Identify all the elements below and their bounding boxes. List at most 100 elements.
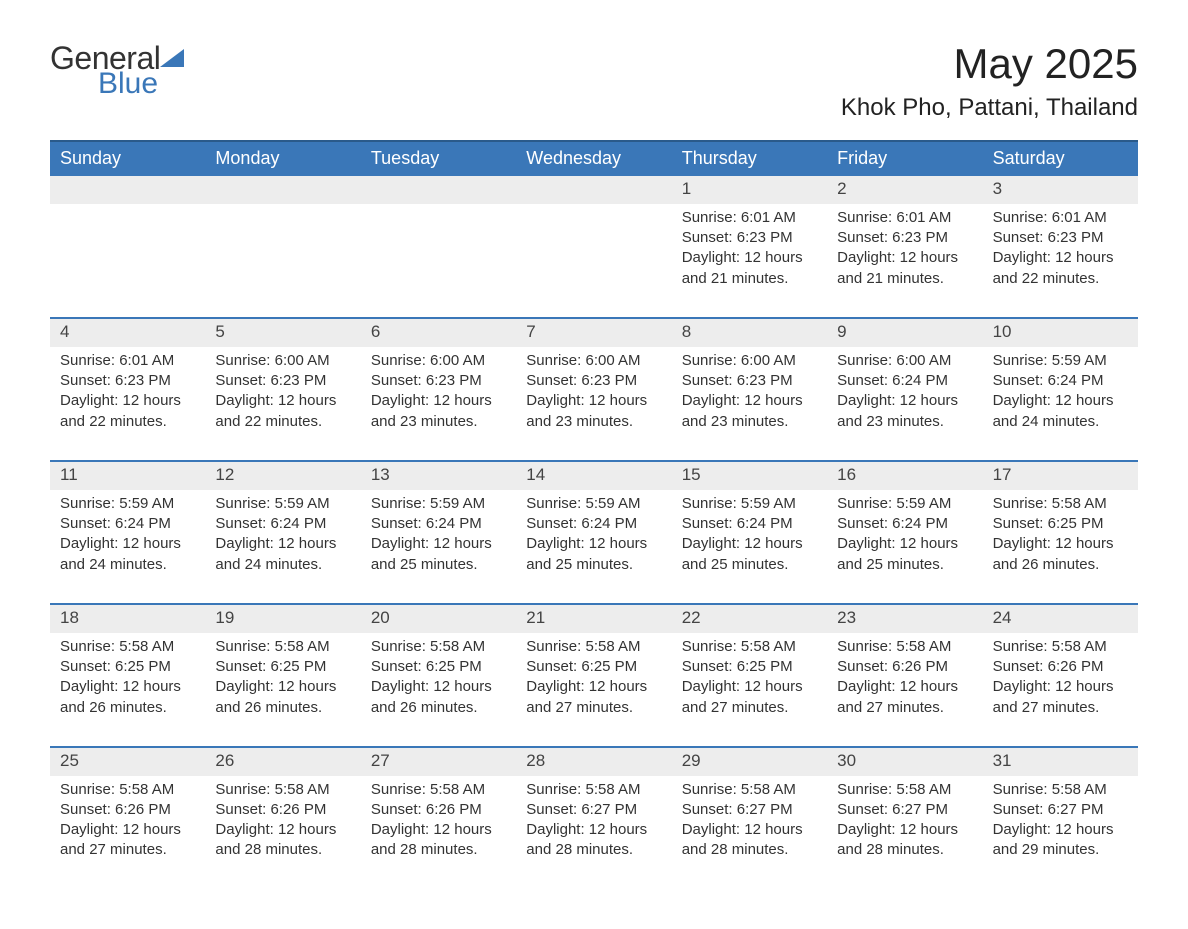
day-number: 26 [205,748,360,776]
day-cell: 7 Sunrise: 6:00 AMSunset: 6:23 PMDaylight… [516,319,671,460]
day-number: 18 [50,605,205,633]
sunset-line: Sunset: 6:23 PM [215,371,350,391]
weekday-header: Saturday [983,142,1138,176]
sunrise-line: Sunrise: 5:59 AM [215,494,350,514]
daylight-line: Daylight: 12 hours and 26 minutes. [60,677,195,718]
sunset-line: Sunset: 6:26 PM [60,800,195,820]
day-data: Sunrise: 5:58 AMSunset: 6:25 PMDaylight:… [60,637,195,718]
day-data: Sunrise: 5:58 AMSunset: 6:27 PMDaylight:… [993,780,1128,861]
day-number: 22 [672,605,827,633]
day-cell: 9Sunrise: 6:00 AMSunset: 6:24 PMDaylight… [827,319,982,460]
sunset-line: Sunset: 6:23 PM [60,371,195,391]
day-data: Sunrise: 5:59 AMSunset: 6:24 PMDaylight:… [682,494,817,575]
title-block: May 2025 Khok Pho, Pattani, Thailand [841,40,1138,122]
day-number: 28 [516,748,671,776]
sunset-line: Sunset: 6:24 PM [371,514,506,534]
sunset-line: Sunset: 6:23 PM [837,228,972,248]
day-number: 27 [361,748,516,776]
day-number: . [361,176,516,204]
day-data: Sunrise: 5:59 AMSunset: 6:24 PMDaylight:… [993,351,1128,432]
day-cell: 1Sunrise: 6:01 AMSunset: 6:23 PMDaylight… [672,176,827,317]
day-cell: 10 Sunrise: 5:59 AMSunset: 6:24 PMDayligh… [983,319,1138,460]
day-number: 7 [516,319,671,347]
day-cell: 12Sunrise: 5:59 AMSunset: 6:24 PMDayligh… [205,462,360,603]
day-cell: 2Sunrise: 6:01 AMSunset: 6:23 PMDaylight… [827,176,982,317]
day-data: Sunrise: 5:59 AMSunset: 6:24 PMDaylight:… [60,494,195,575]
day-number: 2 [827,176,982,204]
day-data: Sunrise: 5:58 AMSunset: 6:26 PMDaylight:… [837,637,972,718]
day-data: Sunrise: 6:00 AMSunset: 6:23 PMDaylight:… [371,351,506,432]
day-cell-empty: . [516,176,671,317]
day-number: 1 [672,176,827,204]
sunset-line: Sunset: 6:25 PM [526,657,661,677]
calendar-location: Khok Pho, Pattani, Thailand [841,94,1138,122]
sunset-line: Sunset: 6:24 PM [837,514,972,534]
sunrise-line: Sunrise: 6:00 AM [526,351,661,371]
daylight-line: Daylight: 12 hours and 26 minutes. [215,677,350,718]
weekday-header-row: SundayMondayTuesdayWednesdayThursdayFrid… [50,140,1138,176]
weekday-header: Friday [827,142,982,176]
day-cell: 26Sunrise: 5:58 AMSunset: 6:26 PMDayligh… [205,748,360,889]
day-data: Sunrise: 5:58 AMSunset: 6:26 PMDaylight:… [993,637,1128,718]
daylight-line: Daylight: 12 hours and 27 minutes. [837,677,972,718]
brand-triangle-icon [160,49,184,67]
day-data: Sunrise: 5:58 AMSunset: 6:25 PMDaylight:… [993,494,1128,575]
sunrise-line: Sunrise: 5:58 AM [215,780,350,800]
weeks-container: ....1Sunrise: 6:01 AMSunset: 6:23 PMDayl… [50,176,1138,889]
day-cell: 16Sunrise: 5:59 AMSunset: 6:24 PMDayligh… [827,462,982,603]
sunset-line: Sunset: 6:26 PM [215,800,350,820]
day-cell: 31 Sunrise: 5:58 AMSunset: 6:27 PMDayligh… [983,748,1138,889]
day-number: 3 [983,176,1138,204]
day-data: Sunrise: 6:00 AMSunset: 6:23 PMDaylight:… [526,351,661,432]
daylight-line: Daylight: 12 hours and 27 minutes. [526,677,661,718]
day-data: Sunrise: 5:59 AMSunset: 6:24 PMDaylight:… [837,494,972,575]
sunset-line: Sunset: 6:23 PM [371,371,506,391]
brand-logo: General Blue [50,40,184,101]
calendar-title: May 2025 [841,40,1138,88]
daylight-line: Daylight: 12 hours and 25 minutes. [526,534,661,575]
header: General Blue May 2025 Khok Pho, Pattani,… [50,40,1138,122]
sunset-line: Sunset: 6:24 PM [993,371,1128,391]
daylight-line: Daylight: 12 hours and 27 minutes. [993,677,1128,718]
day-cell: 22 Sunrise: 5:58 AMSunset: 6:25 PMDayligh… [672,605,827,746]
day-cell-empty: . [205,176,360,317]
sunset-line: Sunset: 6:24 PM [526,514,661,534]
week-row: 11Sunrise: 5:59 AMSunset: 6:24 PMDayligh… [50,460,1138,603]
sunset-line: Sunset: 6:23 PM [993,228,1128,248]
day-data: Sunrise: 6:01 AMSunset: 6:23 PMDaylight:… [60,351,195,432]
daylight-line: Daylight: 12 hours and 21 minutes. [682,248,817,289]
day-number: . [205,176,360,204]
daylight-line: Daylight: 12 hours and 24 minutes. [215,534,350,575]
day-cell: 8Sunrise: 6:00 AMSunset: 6:23 PMDaylight… [672,319,827,460]
sunrise-line: Sunrise: 5:59 AM [526,494,661,514]
day-number: . [50,176,205,204]
day-data: Sunrise: 5:59 AMSunset: 6:24 PMDaylight:… [215,494,350,575]
sunset-line: Sunset: 6:24 PM [215,514,350,534]
day-data: Sunrise: 5:58 AMSunset: 6:27 PMDaylight:… [837,780,972,861]
day-number: 10 [983,319,1138,347]
day-number: 21 [516,605,671,633]
day-number: 19 [205,605,360,633]
day-data: Sunrise: 5:59 AMSunset: 6:24 PMDaylight:… [526,494,661,575]
sunset-line: Sunset: 6:23 PM [682,228,817,248]
sunset-line: Sunset: 6:23 PM [682,371,817,391]
day-data: Sunrise: 5:58 AMSunset: 6:25 PMDaylight:… [682,637,817,718]
day-number: . [516,176,671,204]
day-cell: 3Sunrise: 6:01 AMSunset: 6:23 PMDaylight… [983,176,1138,317]
sunset-line: Sunset: 6:26 PM [993,657,1128,677]
sunset-line: Sunset: 6:25 PM [371,657,506,677]
day-cell: 4Sunrise: 6:01 AMSunset: 6:23 PMDaylight… [50,319,205,460]
sunset-line: Sunset: 6:26 PM [837,657,972,677]
daylight-line: Daylight: 12 hours and 22 minutes. [993,248,1128,289]
daylight-line: Daylight: 12 hours and 24 minutes. [993,391,1128,432]
day-number: 29 [672,748,827,776]
day-number: 17 [983,462,1138,490]
sunset-line: Sunset: 6:25 PM [682,657,817,677]
day-cell-empty: . [50,176,205,317]
day-cell: 15Sunrise: 5:59 AMSunset: 6:24 PMDayligh… [672,462,827,603]
sunrise-line: Sunrise: 6:00 AM [682,351,817,371]
day-cell: 28Sunrise: 5:58 AMSunset: 6:27 PMDayligh… [516,748,671,889]
week-row: 25Sunrise: 5:58 AMSunset: 6:26 PMDayligh… [50,746,1138,889]
sunset-line: Sunset: 6:24 PM [682,514,817,534]
day-number: 31 [983,748,1138,776]
